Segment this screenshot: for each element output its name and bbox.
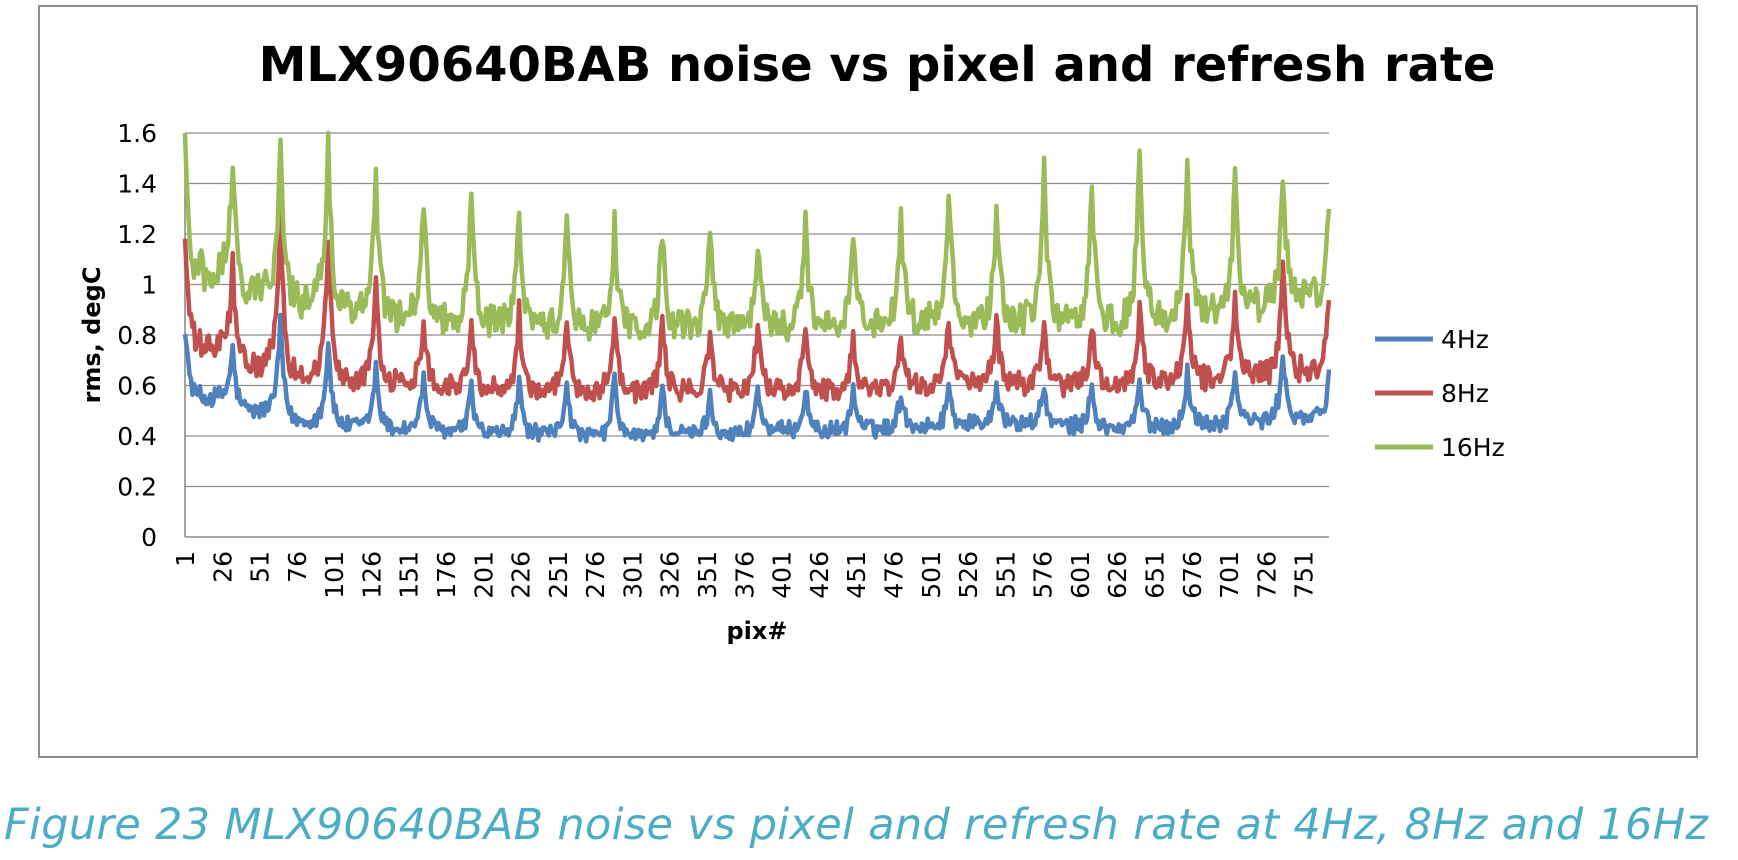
x-tick-label: 451 <box>842 551 871 599</box>
y-axis-label: rms, degC <box>78 267 106 404</box>
y-tick-label: 1.2 <box>117 220 157 249</box>
y-tick-label: 0 <box>141 523 157 552</box>
x-tick-label: 726 <box>1252 551 1281 599</box>
legend-label-16Hz: 16Hz <box>1441 433 1505 462</box>
series-line-4Hz <box>182 312 1332 444</box>
y-tick-label: 1.6 <box>117 119 157 148</box>
x-tick-label: 651 <box>1140 551 1169 599</box>
x-tick-label: 476 <box>879 551 908 599</box>
x-tick-label: 526 <box>954 551 983 599</box>
x-tick-label: 426 <box>805 551 834 599</box>
y-tick-label: 0.6 <box>117 372 157 401</box>
x-tick-label: 251 <box>544 551 573 599</box>
x-tick-label: 576 <box>1029 551 1058 599</box>
x-tick-label: 201 <box>469 551 498 599</box>
x-tick-label: 51 <box>246 551 275 583</box>
x-tick-label: 351 <box>693 551 722 599</box>
x-tick-label: 376 <box>730 551 759 599</box>
x-tick-label: 276 <box>581 551 610 599</box>
x-tick-label: 226 <box>507 551 536 599</box>
x-tick-label: 501 <box>917 551 946 599</box>
x-tick-label: 326 <box>656 551 685 599</box>
x-tick-label: 601 <box>1066 551 1095 599</box>
x-tick-label: 401 <box>768 551 797 599</box>
legend-label-4Hz: 4Hz <box>1441 325 1489 354</box>
y-tick-label: 0.2 <box>117 473 157 502</box>
x-tick-label: 751 <box>1290 551 1319 599</box>
x-tick-label: 701 <box>1215 551 1244 599</box>
x-tick-label: 26 <box>208 551 237 583</box>
x-tick-label: 1 <box>171 551 200 567</box>
x-axis-label: pix# <box>727 617 788 645</box>
series-layer <box>182 130 1332 444</box>
x-tick-label: 76 <box>283 551 312 583</box>
series-line-8Hz <box>182 202 1332 405</box>
label-layer: MLX90640BAB noise vs pixel and refresh r… <box>78 37 1495 645</box>
y-tick-label: 0.4 <box>117 422 157 451</box>
chart-title: MLX90640BAB noise vs pixel and refresh r… <box>259 37 1496 93</box>
series-line-16Hz <box>182 130 1332 343</box>
chart-frame: MLX90640BAB noise vs pixel and refresh r… <box>38 5 1698 758</box>
legend-label-8Hz: 8Hz <box>1441 379 1489 408</box>
x-tick-label: 151 <box>395 551 424 599</box>
x-tick-label: 101 <box>320 551 349 599</box>
x-tick-label: 126 <box>357 551 386 599</box>
x-tick-label: 676 <box>1178 551 1207 599</box>
x-tick-label: 626 <box>1103 551 1132 599</box>
y-tick-label: 1 <box>141 271 157 300</box>
y-tick-label: 0.8 <box>117 321 157 350</box>
y-tick-label: 1.4 <box>117 170 157 199</box>
x-tick-label: 551 <box>991 551 1020 599</box>
noise-chart: MLX90640BAB noise vs pixel and refresh r… <box>78 37 1505 645</box>
legend: 4Hz 8Hz 16Hz <box>1375 325 1505 462</box>
x-tick-label: 176 <box>432 551 461 599</box>
figure-caption: Figure 23 MLX90640BAB noise vs pixel and… <box>4 800 1709 850</box>
x-tick-label: 301 <box>618 551 647 599</box>
